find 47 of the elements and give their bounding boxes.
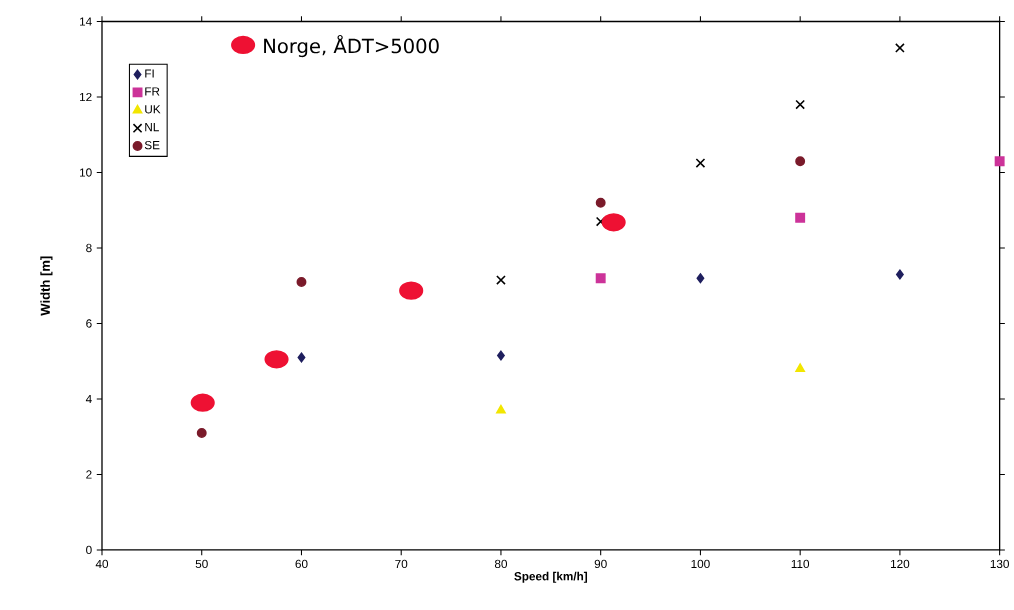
- point: [795, 363, 806, 373]
- x-tick-label: 40: [95, 559, 109, 569]
- y-tick-label: 10: [80, 168, 92, 177]
- legend-label: FI: [145, 69, 154, 78]
- y-tick-label: 2: [86, 470, 92, 479]
- x-tick-label: 90: [594, 559, 607, 569]
- x-tick-label: 70: [395, 559, 408, 569]
- legend-label: SE: [144, 141, 160, 150]
- y-tick-label: 4: [85, 395, 92, 404]
- point: [264, 350, 289, 369]
- point: [399, 281, 424, 300]
- point: [695, 158, 706, 169]
- y-tick-label: 12: [80, 93, 92, 102]
- legend-label: FR: [145, 87, 160, 96]
- x-axis-title: Speed [km/h]: [514, 572, 588, 583]
- x-tick-label: 110: [791, 559, 810, 569]
- point: [895, 269, 904, 280]
- x-tick-label: 80: [494, 559, 508, 569]
- legend-label: UK: [145, 105, 161, 114]
- point: [595, 197, 606, 208]
- x-tick-label: 120: [891, 559, 910, 569]
- point: [296, 277, 307, 288]
- point: [595, 273, 606, 284]
- point: [795, 99, 806, 110]
- point: [196, 428, 207, 439]
- x-tick-label: 130: [990, 559, 1009, 569]
- legend-label: NL: [145, 123, 159, 132]
- point: [190, 393, 215, 413]
- point: [297, 352, 306, 363]
- x-tick-label: 50: [195, 559, 208, 569]
- x-tick-label: 100: [691, 559, 710, 569]
- y-tick-label: 0: [86, 545, 92, 555]
- y-tick-label: 14: [80, 17, 92, 26]
- legend-label: Norge, ÅDT>5000: [264, 35, 439, 58]
- y-axis-title: Width [m]: [40, 256, 53, 316]
- point: [496, 275, 506, 286]
- point: [795, 156, 806, 167]
- point: [795, 213, 806, 223]
- point: [895, 43, 905, 53]
- x-tick-label: 60: [295, 559, 308, 569]
- point: [994, 156, 1005, 167]
- y-tick-label: 6: [86, 319, 92, 328]
- point: [496, 404, 506, 414]
- point: [497, 350, 505, 361]
- point: [601, 213, 626, 232]
- y-tick-label: 8: [86, 244, 92, 253]
- point: [696, 273, 705, 284]
